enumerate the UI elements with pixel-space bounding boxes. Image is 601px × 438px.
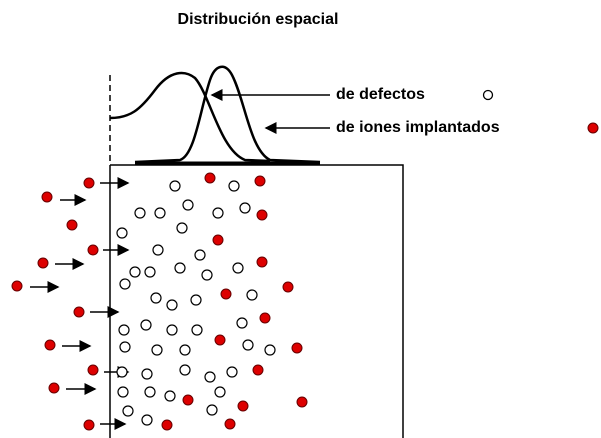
defect [179, 364, 191, 376]
defect [176, 222, 188, 234]
defect [117, 386, 129, 398]
implanted-ion [87, 244, 99, 256]
defect [152, 244, 164, 256]
defect [190, 294, 202, 306]
implanted-ion [87, 364, 99, 376]
defect [242, 339, 254, 351]
particles [11, 172, 308, 431]
defect [204, 371, 216, 383]
defect [174, 262, 186, 274]
implanted-ion [11, 280, 23, 292]
defect [232, 262, 244, 274]
defect-label: de defectos [336, 86, 425, 103]
defect [239, 202, 251, 214]
defect [144, 266, 156, 278]
implanted-ion [224, 418, 236, 430]
defect [164, 390, 176, 402]
defect-symbol [482, 89, 494, 101]
defect [154, 207, 166, 219]
implant-profile [134, 65, 321, 164]
defect [264, 344, 276, 356]
implanted-ion [204, 172, 216, 184]
implanted-ion [182, 394, 194, 406]
defect [140, 319, 152, 331]
implanted-ion [282, 281, 294, 293]
material-box [109, 164, 404, 438]
defect [182, 199, 194, 211]
implanted-ion [259, 312, 271, 324]
defect [226, 366, 238, 378]
implanted-ion [83, 419, 95, 431]
defect [141, 414, 153, 426]
implanted-ion [212, 234, 224, 246]
defect [236, 317, 248, 329]
implanted-ion [37, 257, 49, 269]
defect [141, 368, 153, 380]
implant-symbol [587, 122, 599, 134]
implanted-ion [220, 288, 232, 300]
implanted-ion [214, 334, 226, 346]
defect [119, 341, 131, 353]
defect [116, 227, 128, 239]
implanted-ion [48, 382, 60, 394]
defect [150, 292, 162, 304]
implanted-ion [254, 175, 266, 187]
implanted-ion [237, 400, 249, 412]
defect [151, 344, 163, 356]
implanted-ion [83, 177, 95, 189]
defect [122, 405, 134, 417]
defect [206, 404, 218, 416]
title: Distribución espacial [178, 11, 339, 28]
defect [212, 207, 224, 219]
implanted-ion [73, 306, 85, 318]
implanted-ion [66, 219, 78, 231]
implanted-ion [252, 364, 264, 376]
defect [144, 386, 156, 398]
defect [201, 269, 213, 281]
defect [134, 207, 146, 219]
defect [119, 278, 131, 290]
implant-label: de iones implantados [336, 119, 500, 136]
defect [118, 324, 130, 336]
implanted-ion [44, 339, 56, 351]
defect [166, 299, 178, 311]
defect [214, 386, 226, 398]
defect [194, 249, 206, 261]
implanted-ion [161, 419, 173, 431]
implanted-ion [291, 342, 303, 354]
defect [191, 324, 203, 336]
defect [228, 180, 240, 192]
implanted-ion [296, 396, 308, 408]
defect [129, 266, 141, 278]
defect [166, 324, 178, 336]
defect [116, 366, 128, 378]
defect-profile [109, 71, 271, 163]
defect [169, 180, 181, 192]
defect [246, 289, 258, 301]
defect [179, 344, 191, 356]
implanted-ion [41, 191, 53, 203]
implanted-ion [256, 209, 268, 221]
implanted-ion [256, 256, 268, 268]
